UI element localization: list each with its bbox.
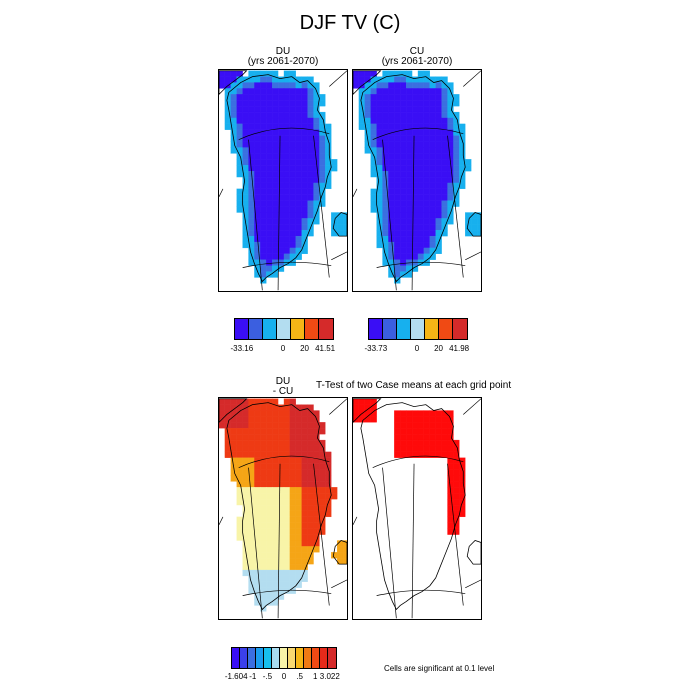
colorbar-label: 0 xyxy=(280,344,286,353)
colorbar-label: 1 xyxy=(313,672,318,681)
field-cells xyxy=(219,398,347,612)
colorbar-swatch xyxy=(369,319,383,339)
du-title-line1: DU xyxy=(275,46,291,57)
diff-map xyxy=(219,398,347,619)
coastline xyxy=(353,70,481,283)
diff-colorbar xyxy=(231,647,337,669)
colorbar-label: 0 xyxy=(414,344,420,353)
colorbar-swatch xyxy=(240,648,248,668)
du-colorbar xyxy=(234,318,334,340)
field-cells xyxy=(353,398,466,535)
diff-panel-title: DU - CU xyxy=(218,377,348,397)
diff-title-line2: - CU xyxy=(272,386,294,397)
graticule xyxy=(219,398,347,619)
graticule xyxy=(219,70,347,291)
cu-title-line1: CU xyxy=(409,46,425,57)
colorbar-swatch xyxy=(280,648,288,668)
colorbar-label: 20 xyxy=(434,344,443,353)
colorbar-label: -.5 xyxy=(262,672,273,681)
ttest-map xyxy=(353,398,481,619)
colorbar-swatch xyxy=(296,648,304,668)
cu-panel-title: CU (yrs 2061-2070) xyxy=(352,47,482,67)
colorbar-swatch xyxy=(411,319,425,339)
colorbar-swatch xyxy=(320,648,328,668)
colorbar-label: 41.98 xyxy=(449,344,470,353)
coastline xyxy=(219,70,347,283)
cu-colorbar-labels: -33.73 0 20 41.98 xyxy=(364,344,470,354)
diff-map-panel xyxy=(218,397,348,620)
figure-title: DJF TV (C) xyxy=(299,12,401,34)
colorbar-label: 41.51 xyxy=(315,344,336,353)
diff-colorbar-labels: -1.604 -1 -.5 0 .5 1 3.022 xyxy=(225,672,340,682)
coastline xyxy=(219,398,347,611)
graticule xyxy=(353,70,481,291)
colorbar-swatch xyxy=(272,648,280,668)
colorbar-label: -1 xyxy=(249,672,257,681)
significance-note: Cells are significant at 0.1 level xyxy=(384,664,495,673)
colorbar-label: -1.604 xyxy=(224,672,248,681)
colorbar-label: -33.16 xyxy=(230,344,254,353)
colorbar-swatch xyxy=(397,319,411,339)
colorbar-swatch xyxy=(235,319,249,339)
cu-title-line2: (yrs 2061-2070) xyxy=(381,56,453,67)
du-title-line2: (yrs 2061-2070) xyxy=(247,56,319,67)
colorbar-swatch xyxy=(453,319,467,339)
colorbar-swatch xyxy=(304,648,312,668)
cu-colorbar xyxy=(368,318,468,340)
colorbar-swatch xyxy=(439,319,453,339)
colorbar-label: 20 xyxy=(300,344,309,353)
colorbar-swatch xyxy=(383,319,397,339)
colorbar-swatch xyxy=(249,319,263,339)
graticule xyxy=(353,398,481,619)
colorbar-label: -33.73 xyxy=(364,344,388,353)
cu-map xyxy=(353,70,481,291)
coastline xyxy=(353,398,481,611)
colorbar-swatch xyxy=(312,648,320,668)
colorbar-swatch xyxy=(288,648,296,668)
colorbar-swatch xyxy=(328,648,336,668)
colorbar-label: 0 xyxy=(281,672,287,681)
colorbar-label: 3.022 xyxy=(319,672,340,681)
du-panel-title: DU (yrs 2061-2070) xyxy=(218,47,348,67)
colorbar-swatch xyxy=(291,319,305,339)
ttest-map-panel xyxy=(352,397,482,620)
cu-map-panel xyxy=(352,69,482,292)
colorbar-swatch xyxy=(256,648,264,668)
colorbar-swatch xyxy=(277,319,291,339)
ttest-panel-title: T-Test of two Case means at each grid po… xyxy=(316,380,512,391)
du-colorbar-labels: -33.16 0 20 41.51 xyxy=(230,344,336,354)
colorbar-swatch xyxy=(319,319,333,339)
colorbar-swatch xyxy=(425,319,439,339)
field-cells xyxy=(219,70,347,284)
colorbar-swatch xyxy=(264,648,272,668)
colorbar-swatch xyxy=(232,648,240,668)
colorbar-label: .5 xyxy=(296,672,303,681)
du-map-panel xyxy=(218,69,348,292)
colorbar-swatch xyxy=(248,648,256,668)
diff-title-line1: DU xyxy=(275,376,291,387)
colorbar-swatch xyxy=(263,319,277,339)
du-map xyxy=(219,70,347,291)
field-cells xyxy=(353,70,481,284)
colorbar-swatch xyxy=(305,319,319,339)
